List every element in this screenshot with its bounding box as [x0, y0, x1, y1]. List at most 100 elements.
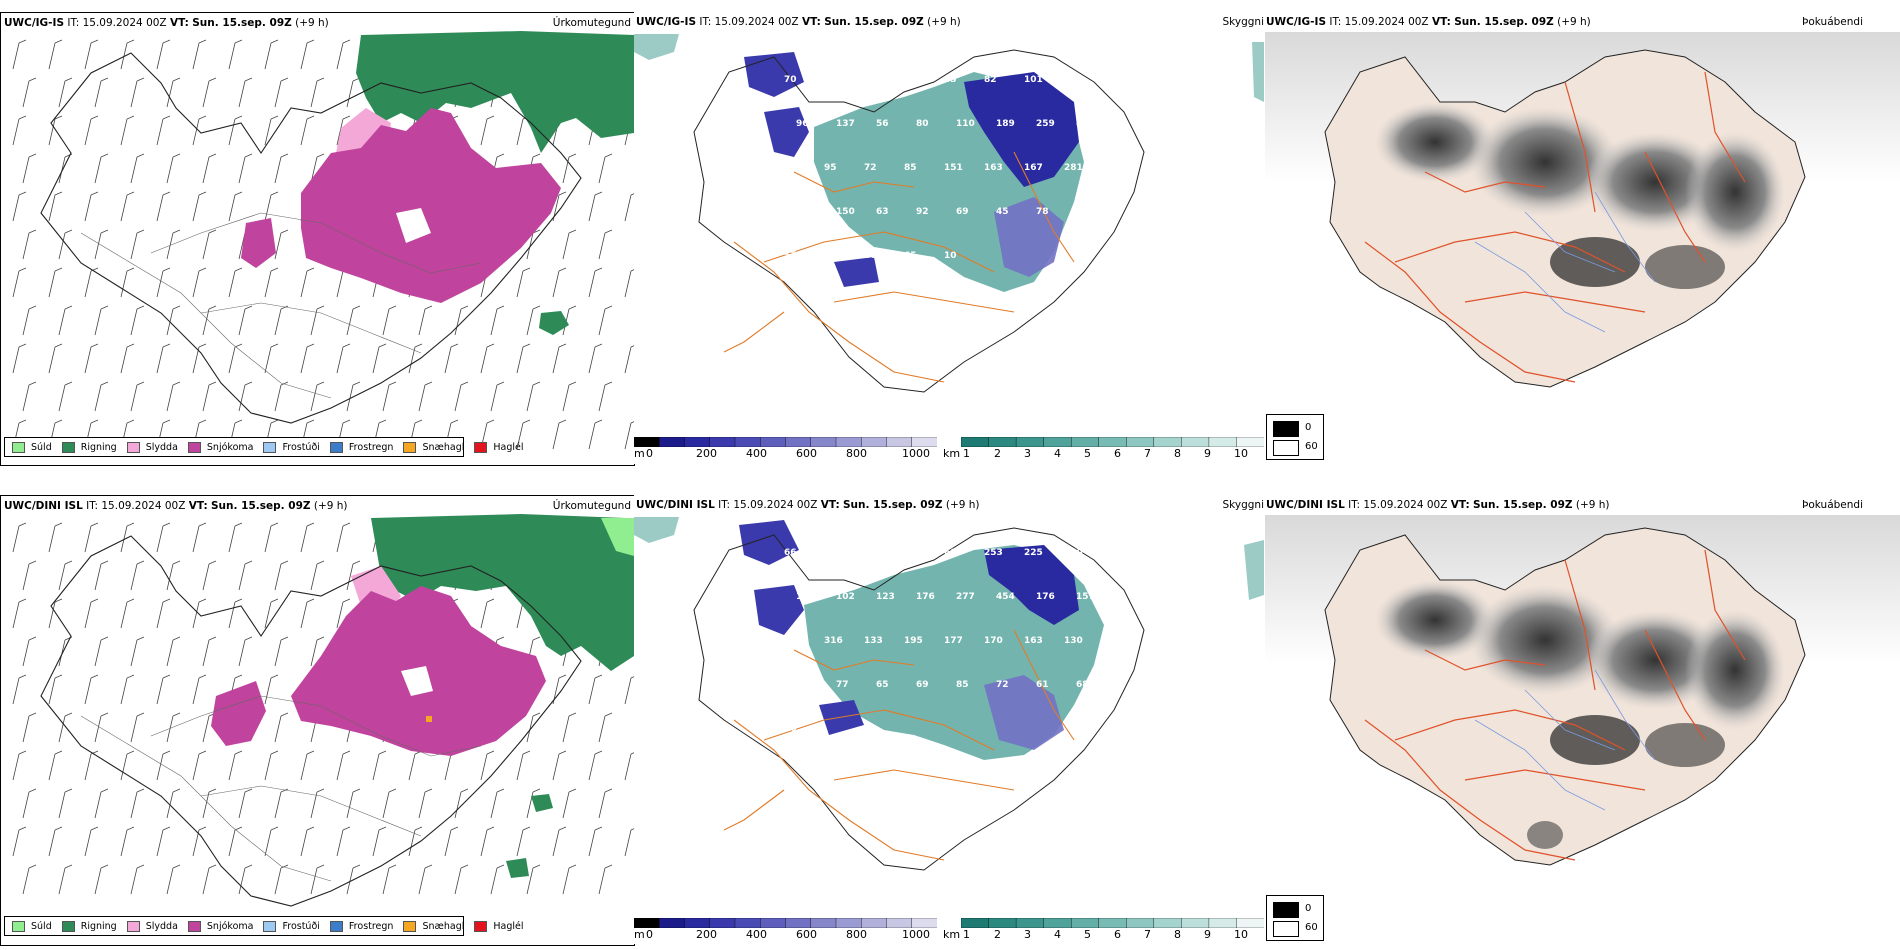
elevation-ticks-bottom: m 0 200 400 600 800 1000 [634, 928, 937, 942]
precip-panel-bottom: UWC/DINI ISL IT: 15.09.2024 00Z VT: Sun.… [0, 495, 635, 946]
wind-barb [310, 864, 325, 895]
wind-barb [480, 826, 495, 857]
visibility-value-label: 82 [984, 75, 997, 85]
wind-barb [552, 267, 567, 298]
wind-barb [228, 191, 243, 222]
wind-barb [624, 752, 634, 781]
legend-swatch [187, 441, 201, 453]
wind-barb [120, 826, 135, 857]
vt-value: Sun. 15.sep. 09Z [1473, 499, 1573, 511]
visibility-value-label: 102 [836, 592, 855, 602]
elevation-tick: 1000 [902, 928, 930, 941]
legend-label: Slydda [145, 441, 178, 453]
colorbar-cell [1015, 918, 1045, 928]
wind-barb [336, 826, 351, 857]
visibility-value-label: 137 [836, 119, 855, 129]
fog-legend-value: 0 [1305, 903, 1312, 914]
visibility-labels: 66 91 66 65 60 253 225 360 136 102 123 176 277 454 176… [784, 548, 1095, 734]
fog-legend-value: 0 [1305, 422, 1312, 433]
wind-barb [22, 153, 37, 184]
wind-barb [156, 750, 171, 781]
wind-barb [552, 750, 567, 781]
legend-label: Frostúði [282, 441, 320, 453]
roads [723, 151, 1075, 383]
visibility-value-label: 130 [1064, 636, 1083, 646]
colorbar-cell [1098, 918, 1127, 928]
colorbar-cell [1126, 918, 1155, 928]
elevation-tick: 600 [796, 447, 817, 460]
legend-item: Haglél [474, 920, 524, 932]
visibility-value-label: 78 [1036, 207, 1049, 217]
wind-barb [526, 381, 541, 412]
wind-barb [120, 343, 135, 374]
colorbar-cell [1153, 918, 1182, 928]
fog-legend-swatch [1273, 421, 1299, 437]
wind-barb [490, 381, 505, 412]
wind-barb [84, 343, 99, 374]
roads [723, 629, 1075, 861]
wind-barb [598, 381, 613, 412]
wind-barb [58, 153, 73, 184]
wind-barb [48, 343, 63, 374]
legend-swatch [329, 920, 343, 932]
colorbar-cell [911, 437, 937, 447]
wind-barb [156, 343, 171, 374]
wind-barb [300, 39, 315, 70]
visibility-value-label: 109 [784, 163, 803, 173]
fog-legend-swatch [1273, 440, 1299, 456]
visibility-title-top: Skyggni [1222, 16, 1265, 28]
visibility-value-label: 259 [1036, 119, 1055, 129]
wind-barb [22, 77, 37, 108]
wind-barb [58, 381, 73, 412]
wind-barb [130, 77, 145, 108]
visibility-value-label: 123 [1064, 75, 1083, 85]
precip-legend-top: Súld Rigning Slydda Snjókoma Frostúði Fr… [4, 437, 524, 457]
wind-barb [22, 229, 37, 260]
teal-corner [634, 34, 679, 60]
precip-map-top [12, 31, 634, 450]
wind-barb [58, 560, 73, 591]
elevation-tick: 0 [646, 447, 653, 460]
wind-barb [156, 522, 171, 553]
visibility-value-label: 157 [1076, 592, 1095, 602]
wind-barb [562, 229, 577, 260]
dark-blue-area [984, 545, 1079, 625]
wind-barb [12, 267, 27, 298]
wind-barb [588, 419, 603, 450]
fog-title-bottom: Þokuábendi [1802, 499, 1863, 511]
visibility-value-label: 253 [984, 548, 1003, 558]
visibility-value-label: 69 [916, 680, 929, 690]
elevation-tick: 1000 [902, 447, 930, 460]
colorbar-cell [1181, 437, 1210, 447]
wind-barb [228, 115, 243, 146]
roads [80, 695, 482, 882]
model-name: UWC/IG-IS [4, 17, 65, 29]
wind-barb [130, 712, 145, 743]
it-value: 15.09.2024 00Z [82, 17, 167, 29]
wind-barb [58, 864, 73, 895]
wind-barb [166, 712, 181, 743]
visibility-panel-bottom: 66 91 66 65 60 253 225 360 136 102 123 176 277 454 176… [634, 495, 1264, 944]
wind-barb [274, 712, 289, 743]
colorbar-cell [1153, 437, 1182, 447]
visibility-value-label: 91 [824, 548, 837, 558]
vt-value: Sun. 15.sep. 09Z [192, 17, 292, 29]
blue-west [764, 107, 809, 157]
snow-hole [396, 208, 431, 243]
wind-barb [22, 305, 37, 336]
wind-barb [120, 598, 135, 629]
it-label: IT: [67, 17, 80, 29]
wind-barb [94, 305, 109, 336]
wind-barb [562, 788, 577, 819]
legend-item: Frostregn [329, 441, 393, 453]
wind-barb [12, 598, 27, 629]
legend-swatch [126, 441, 140, 453]
wind-barb [22, 636, 37, 667]
wind-barb [84, 598, 99, 629]
lead-time: (+9 h) [1575, 499, 1610, 511]
wind-barb [274, 636, 289, 667]
wind-barb [310, 381, 325, 412]
wind-barb [480, 598, 495, 629]
colorbar-cell [634, 437, 660, 447]
wind-barb [274, 305, 289, 336]
